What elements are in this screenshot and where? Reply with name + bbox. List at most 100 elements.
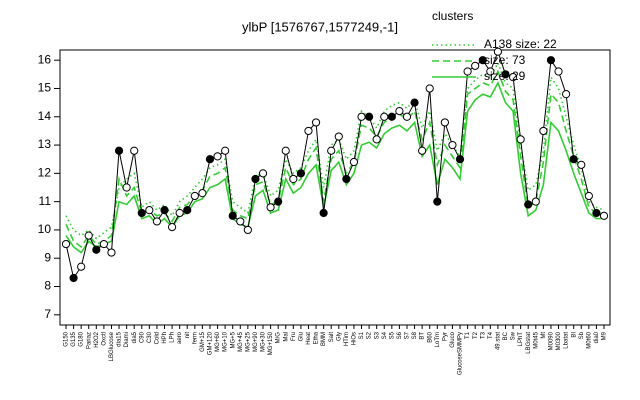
x-tick-label: H2O2 [94, 331, 100, 347]
data-point [122, 183, 131, 192]
x-tick-label: T2 [473, 331, 479, 339]
x-tick-label: Heat [306, 332, 312, 345]
x-tick-label: LoTm [435, 332, 441, 347]
data-point [69, 273, 78, 283]
data-point [584, 191, 593, 201]
x-tick-label: G150 [64, 331, 70, 346]
data-point [501, 70, 510, 79]
x-tick-label: MG+90 [253, 331, 259, 352]
series-line [65, 61, 605, 240]
x-tick-label: Oxctl [101, 332, 107, 346]
data-point [213, 152, 222, 161]
data-point [410, 98, 419, 107]
data-point [198, 189, 207, 198]
x-tick-label: LBGlucose [109, 331, 115, 361]
x-tick-label: 49.stat [495, 332, 501, 350]
x-tick-label: GM+15 [200, 331, 206, 352]
data-point [478, 56, 487, 65]
data-point [92, 245, 101, 254]
y-tick-label: 15 [38, 81, 52, 95]
data-point [251, 174, 260, 184]
data-point [243, 225, 252, 235]
series-line [65, 80, 604, 254]
data-point [357, 112, 366, 121]
x-tick-label: T4 [488, 331, 494, 339]
data-point [327, 146, 336, 155]
x-tick-label: S7 [405, 331, 411, 339]
data-point [524, 200, 533, 209]
data-point [440, 118, 449, 127]
data-point [84, 231, 93, 240]
x-tick-label: M9 [602, 331, 608, 340]
x-tick-label: dia5 [132, 331, 138, 343]
x-tick-label: S4 [382, 331, 388, 339]
x-tick-label: S8 [412, 331, 418, 339]
legend-title: clusters [432, 9, 473, 23]
x-tick-label: MG+10 [223, 331, 229, 352]
x-tick-label: MG+60 [215, 331, 221, 352]
x-tick-label: Sw [511, 331, 517, 340]
x-tick-label: MG+25 [245, 331, 251, 352]
data-point [562, 90, 571, 99]
data-point [228, 211, 237, 220]
x-tick-label: BI [571, 332, 577, 338]
data-point [425, 84, 434, 93]
data-point [160, 206, 169, 215]
data-point [448, 140, 457, 150]
x-tick-label: G180 [79, 331, 85, 346]
data-point [99, 239, 108, 249]
x-tick-label: T1 [465, 331, 471, 339]
data-point [516, 135, 525, 144]
y-tick-label: 9 [44, 250, 51, 264]
x-tick-label: Gly [336, 332, 342, 341]
data-point [289, 174, 298, 184]
x-tick-label: M/G [276, 332, 282, 344]
chart-title: ylbP [1576767,1577249,-1] [242, 19, 398, 34]
x-tick-label: Salt [329, 332, 335, 343]
data-point [569, 155, 578, 164]
series-line [65, 69, 605, 249]
data-point [205, 155, 215, 164]
data-point [463, 67, 472, 76]
data-point [493, 47, 503, 56]
x-tick-label: MG+30 [261, 331, 267, 352]
x-tick-label: Mal [283, 332, 289, 342]
data-point [311, 118, 321, 127]
data-point [167, 223, 177, 232]
data-point [539, 126, 548, 136]
data-point [380, 112, 389, 121]
data-point [592, 208, 601, 218]
y-tick-label: 13 [38, 137, 52, 151]
x-tick-label: MG+5 [230, 331, 236, 348]
x-tick-label: M0t60 [586, 331, 592, 348]
data-point [221, 146, 230, 155]
data-point [152, 217, 162, 226]
y-tick-label: 8 [44, 279, 51, 293]
data-point [183, 206, 192, 215]
legend-label: size: 29 [484, 69, 526, 83]
x-tick-label: Mt [541, 332, 547, 339]
data-point [486, 67, 495, 76]
data-point [266, 203, 275, 212]
y-tick-label: 11 [39, 194, 52, 208]
data-point [145, 206, 154, 215]
data-point [281, 146, 290, 155]
data-point [433, 197, 442, 206]
x-tick-label: BC [503, 331, 509, 340]
x-tick-label: S2 [367, 331, 373, 339]
x-tick-label: Cold [155, 332, 161, 344]
x-tick-label: HiOs [352, 332, 358, 345]
data-point [471, 61, 480, 70]
data-point [236, 217, 245, 226]
data-point [114, 146, 124, 155]
x-tick-label: Etha [314, 331, 320, 344]
x-tick-label: S5 [389, 331, 395, 339]
legend-label: A138 size: 22 [484, 37, 557, 51]
x-tick-label: M0090 [549, 331, 555, 350]
x-tick-label: S6 [397, 331, 403, 339]
x-tick-label: LPh [170, 332, 176, 343]
x-tick-label: nit [185, 332, 191, 339]
x-tick-label: G135 [71, 331, 77, 346]
